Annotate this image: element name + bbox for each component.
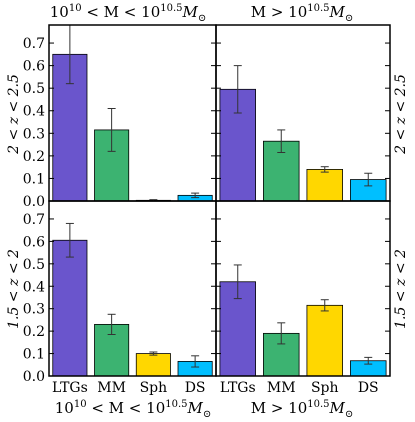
ytick-label-0-5: 0.5 — [23, 81, 45, 97]
title-top-left-b-sup: 10.5 — [160, 3, 182, 14]
ytick-label-2-6: 0.6 — [23, 234, 45, 250]
title-top-left: 1010 < M < 1010.5M⊙ — [50, 3, 207, 24]
xlabel-bottom-left-b: < M < 10 — [87, 399, 166, 417]
ylabel-right-top: 2 < z < 2.5 — [393, 74, 409, 155]
ytick-label-2-4: 0.4 — [23, 279, 45, 295]
xlabel-bottom-right-a-sup: 10.5 — [307, 399, 329, 410]
xlabel-bottom-right-c-sub: ⊙ — [345, 409, 353, 420]
ytick-label-2-2: 0.2 — [23, 324, 45, 340]
xlabel-bottom-left: 1010 < M < 1010.5M⊙ — [55, 399, 212, 420]
title-top-left-b: < M < 10 — [82, 3, 161, 21]
title-top-left-a: 10 — [50, 3, 69, 21]
ylabel-left-top: 2 < z < 2.5 — [6, 74, 22, 155]
category-label-2-MM: MM — [97, 380, 126, 396]
panel-1 — [215, 24, 391, 202]
xlabel-bottom-right-c: M — [329, 399, 346, 417]
title-top-left-a-sup: 10 — [69, 3, 82, 14]
category-label-3-Sph: Sph — [311, 380, 339, 396]
ytick-label-0-6: 0.6 — [23, 59, 45, 75]
title-top-right-c: M — [329, 3, 346, 21]
category-label-3-LTGs: LTGs — [220, 380, 256, 396]
panel-2: LTGs MM Sph DS 0.0 0.1 0.2 0.3 0.4 0.5 0.6 0.7 — [23, 200, 217, 396]
ytick-label-0-3: 0.3 — [23, 126, 45, 142]
panel-3: LTGs MM Sph DS — [215, 200, 391, 396]
title-top-right-c-sub: ⊙ — [345, 13, 353, 24]
ytick-label-0-2: 0.2 — [23, 149, 45, 165]
ylabel-left-bottom: 1.5 < z < 2 — [6, 249, 22, 329]
ytick-label-0-0: 0.0 — [23, 194, 45, 210]
title-top-left-c-sub: ⊙ — [198, 13, 206, 24]
ytick-label-0-4: 0.4 — [23, 104, 45, 120]
ytick-label-2-0: 0.0 — [23, 369, 45, 385]
title-top-right-a: M > 10 — [251, 3, 308, 21]
title-top-right-a-sup: 10.5 — [307, 3, 329, 14]
axes-frame-3 — [215, 200, 391, 377]
bar-1-Sph — [306, 169, 343, 202]
xlabel-bottom-left-b-sup: 10.5 — [165, 399, 187, 410]
title-top-right: M > 1010.5M⊙ — [251, 3, 354, 24]
xlabel-bottom-left-a-sup: 10 — [74, 399, 87, 410]
ytick-label-0-7: 0.7 — [23, 36, 45, 52]
xlabel-bottom-left-c-sub: ⊙ — [203, 409, 211, 420]
ylabel-right-bottom: 1.5 < z < 2 — [393, 249, 409, 329]
xlabel-bottom-right-a: M > 10 — [251, 399, 308, 417]
ytick-label-2-3: 0.3 — [23, 302, 45, 318]
category-label-2-Sph: Sph — [140, 380, 168, 396]
title-top-left-c: M — [182, 3, 199, 21]
category-label-3-DS: DS — [358, 380, 379, 396]
category-label-2-LTGs: LTGs — [52, 380, 88, 396]
ytick-label-2-5: 0.5 — [23, 257, 45, 273]
xlabel-bottom-left-c: M — [187, 399, 204, 417]
xlabel-bottom-left-a: 10 — [55, 399, 74, 417]
bar-3-Sph — [306, 304, 343, 377]
xlabel-bottom-right: M > 1010.5M⊙ — [251, 399, 354, 420]
panel-0: 0.0 0.1 0.2 0.3 0.4 0.5 0.6 0.7 — [23, 24, 217, 210]
ytick-label-0-1: 0.1 — [23, 171, 45, 187]
ytick-label-2-7: 0.7 — [23, 212, 45, 228]
bar-2-Sph — [135, 353, 171, 377]
ytick-label-2-1: 0.1 — [23, 347, 45, 363]
category-label-2-DS: DS — [185, 380, 206, 396]
category-label-3-MM: MM — [267, 380, 296, 396]
bar-2-LTGs — [52, 239, 88, 377]
